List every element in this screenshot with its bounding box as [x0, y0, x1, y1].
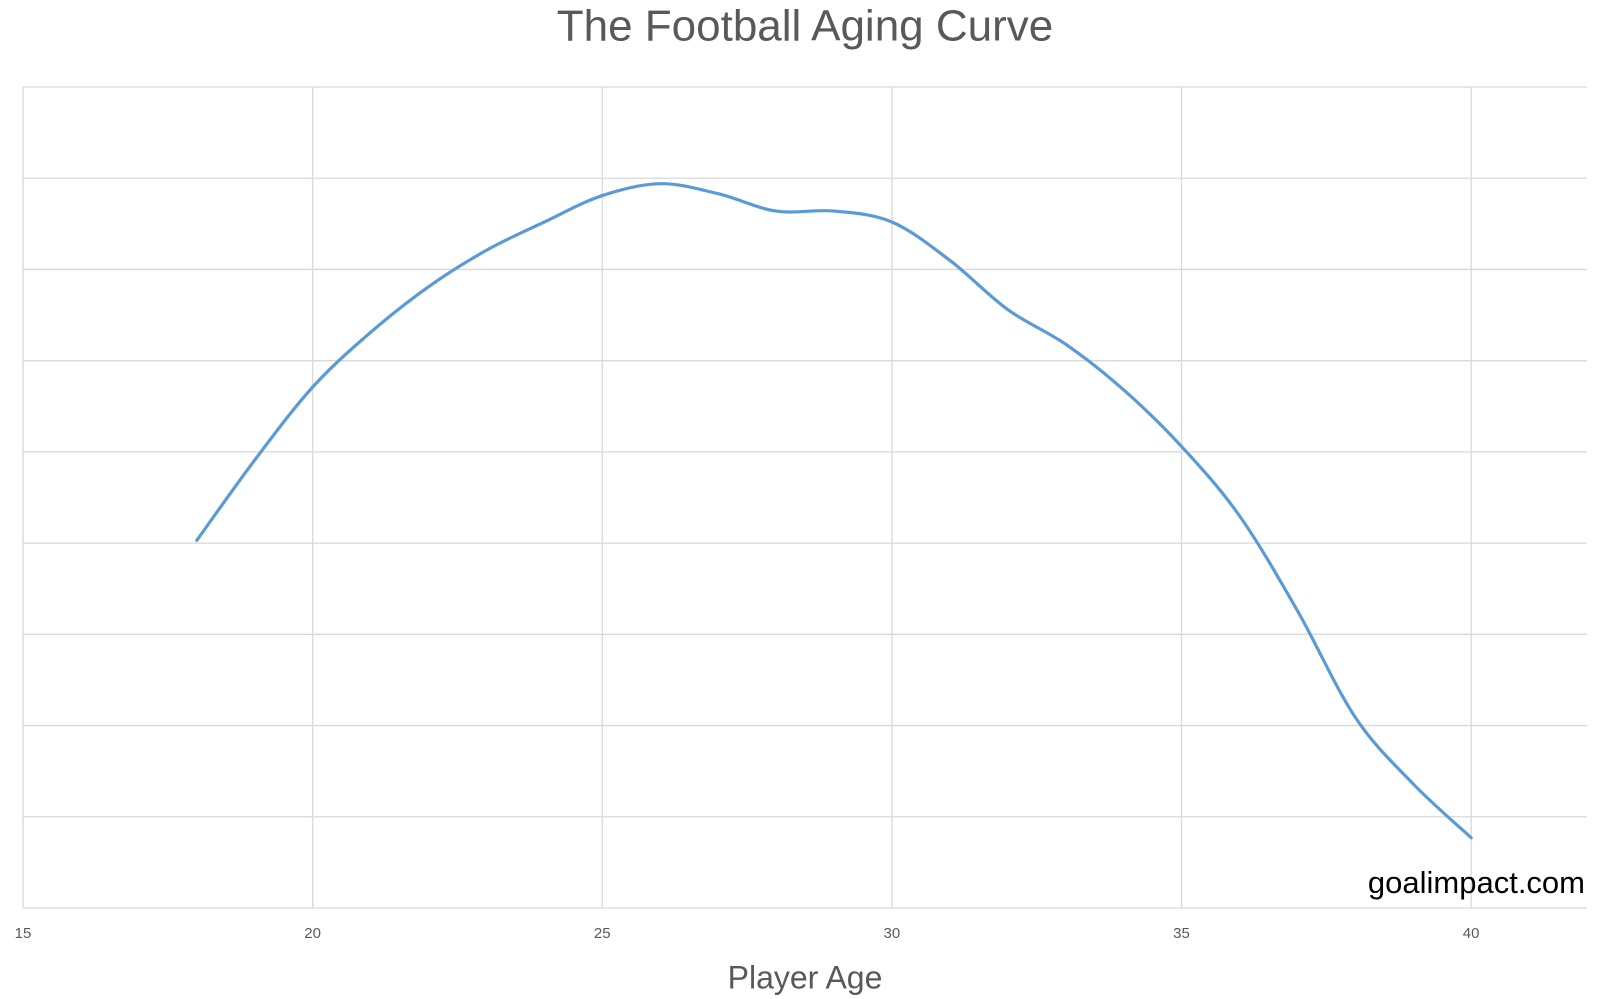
- line-series: [195, 182, 1473, 840]
- x-tick-label: 15: [15, 925, 32, 942]
- x-tick-label: 40: [1463, 925, 1480, 942]
- annotation: goalimpact.com: [1368, 865, 1585, 900]
- x-tick-label: 30: [884, 925, 901, 942]
- x-tick-label: 20: [304, 925, 321, 942]
- chart-title: The Football Aging Curve: [557, 2, 1054, 51]
- x-axis-label: Player Age: [728, 959, 883, 995]
- x-tick-label: 25: [594, 925, 611, 942]
- x-tick-label: 35: [1173, 925, 1190, 942]
